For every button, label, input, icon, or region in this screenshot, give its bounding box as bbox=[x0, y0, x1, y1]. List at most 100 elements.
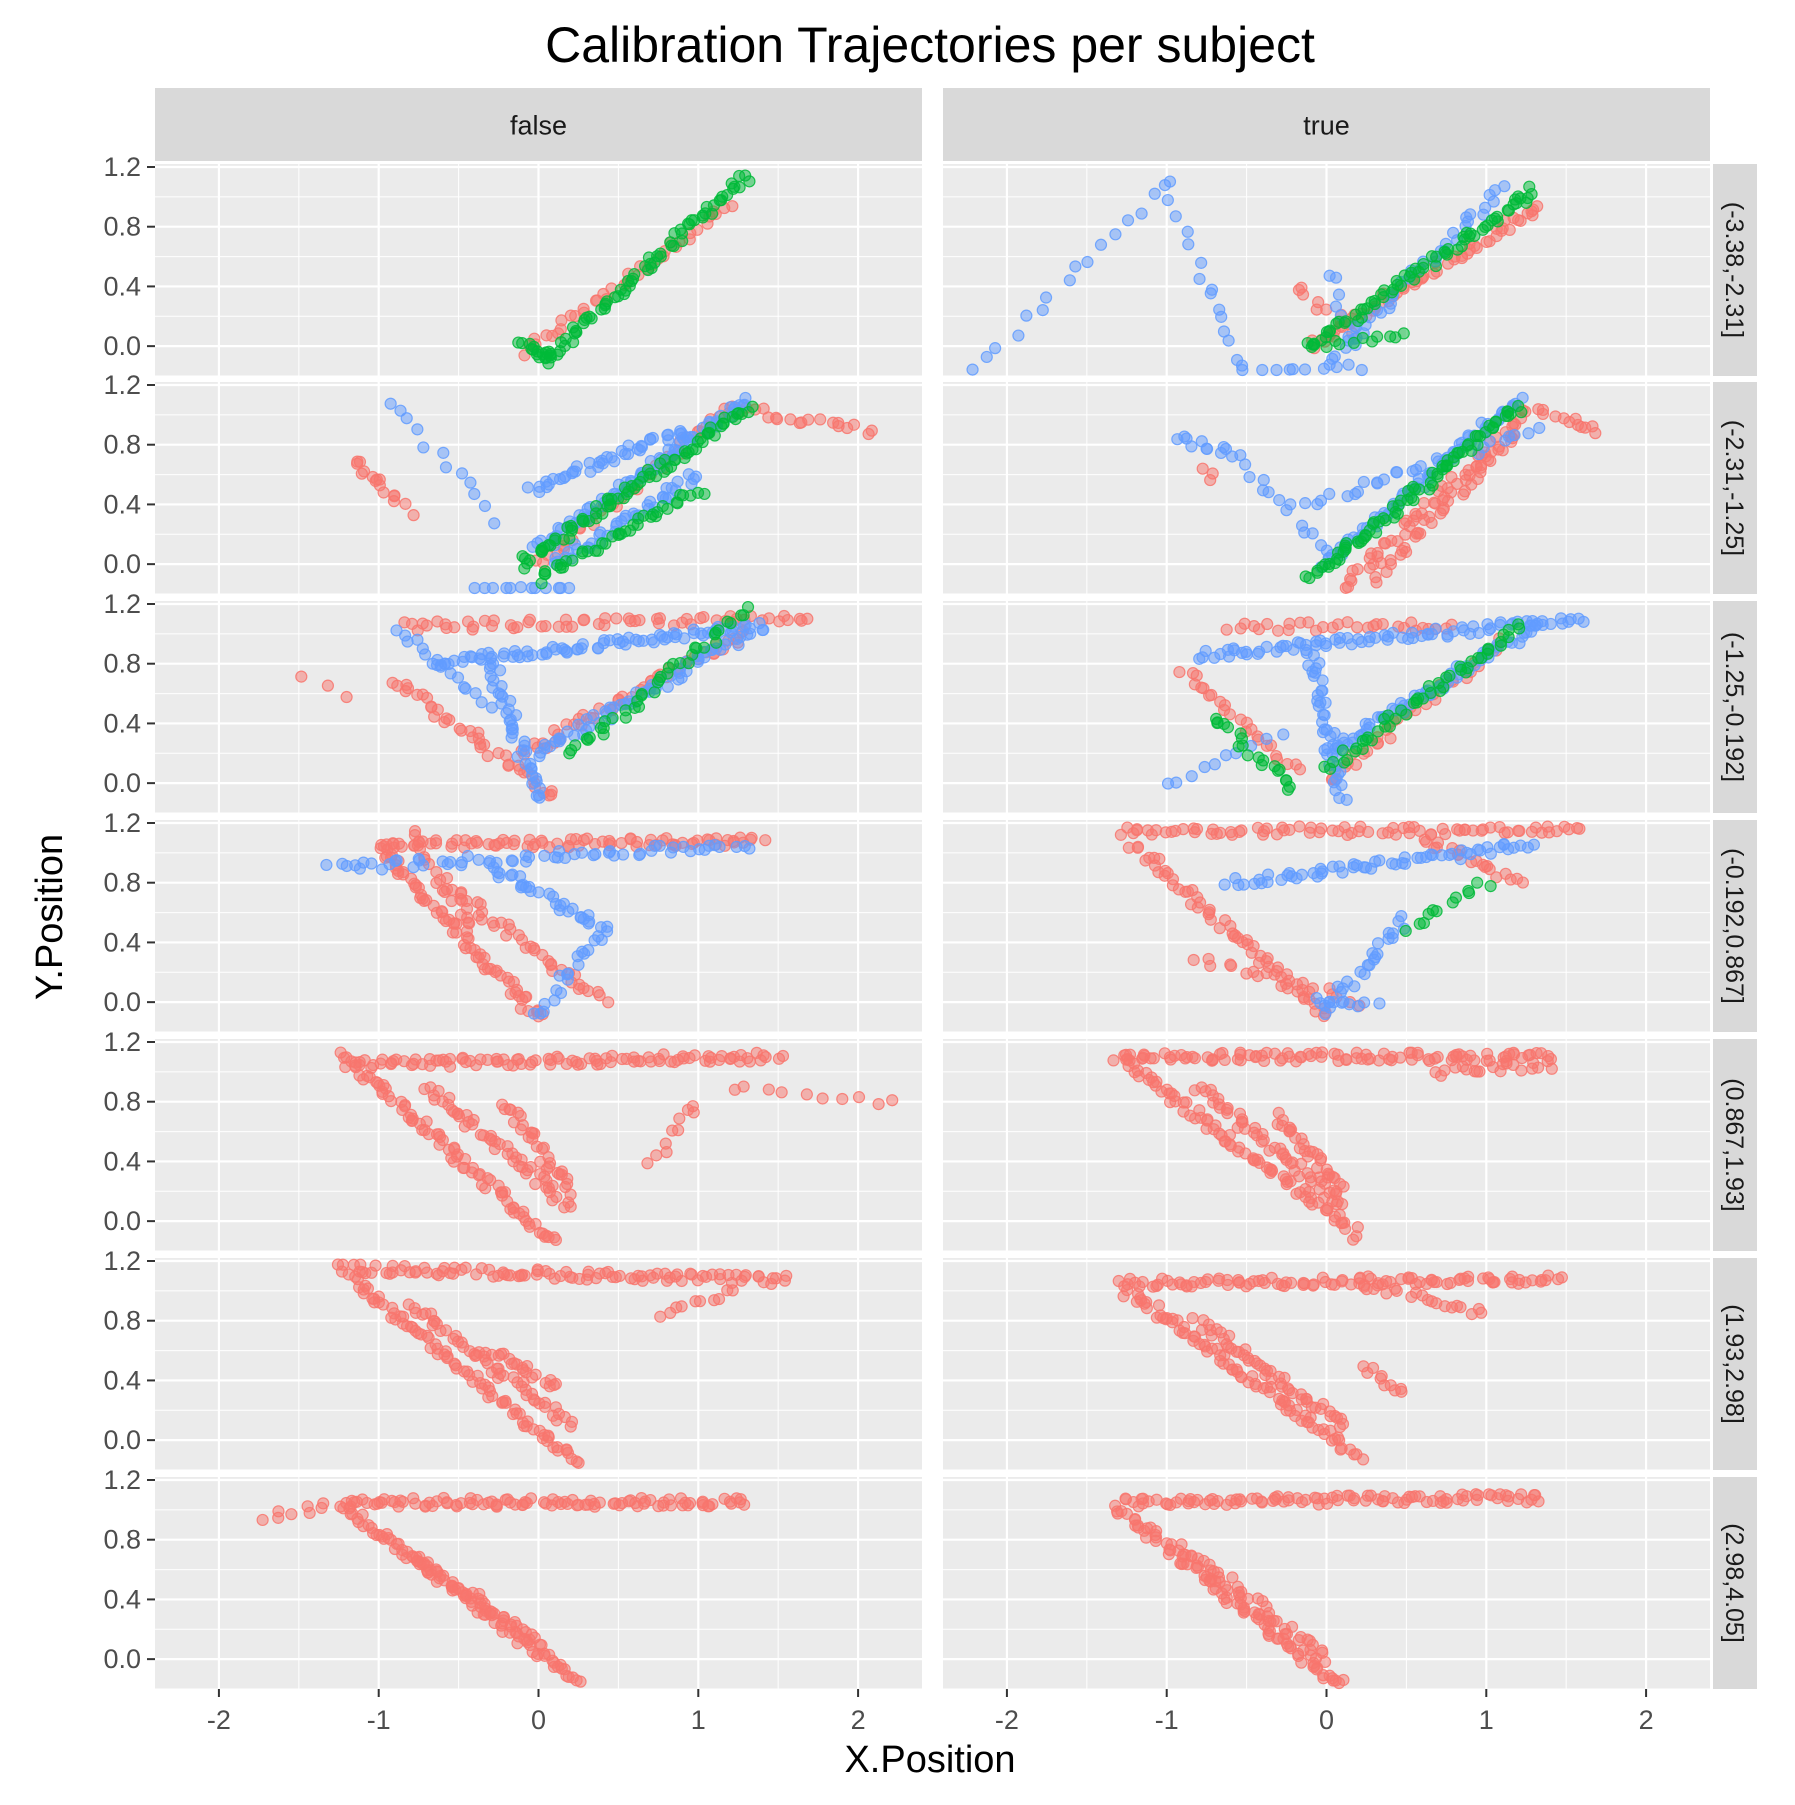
data-point bbox=[1570, 821, 1584, 835]
data-point bbox=[1200, 442, 1214, 456]
data-point bbox=[1377, 473, 1391, 486]
data-point bbox=[437, 446, 450, 459]
row-strip-background bbox=[1713, 601, 1757, 813]
data-point bbox=[1138, 1297, 1151, 1310]
panel-points bbox=[1112, 1269, 1568, 1466]
data-point bbox=[448, 621, 461, 634]
data-point bbox=[1310, 639, 1323, 652]
data-point bbox=[673, 1112, 686, 1125]
data-point bbox=[1182, 238, 1195, 251]
data-point bbox=[538, 1400, 551, 1413]
row-strip-label: (-2.31,-1.25] bbox=[1720, 420, 1748, 556]
y-tick-label: 0.4 bbox=[103, 1365, 141, 1395]
data-point bbox=[1339, 315, 1352, 328]
data-point bbox=[847, 418, 861, 431]
data-point bbox=[475, 913, 488, 926]
data-point bbox=[886, 1094, 899, 1107]
data-point bbox=[678, 632, 691, 645]
data-point bbox=[1039, 291, 1053, 304]
data-point bbox=[1358, 996, 1371, 1009]
y-tick-label: 0.0 bbox=[103, 331, 141, 361]
y-tick-label: 0.0 bbox=[103, 1206, 141, 1236]
data-point bbox=[816, 1092, 829, 1105]
data-point bbox=[382, 1532, 395, 1545]
data-point bbox=[420, 619, 433, 632]
data-point bbox=[1354, 965, 1367, 978]
data-point bbox=[775, 1086, 788, 1099]
data-point bbox=[1221, 1278, 1235, 1292]
data-point bbox=[814, 413, 827, 426]
data-point bbox=[1414, 527, 1427, 540]
data-point bbox=[698, 641, 711, 654]
data-point bbox=[721, 615, 734, 628]
data-point bbox=[1256, 363, 1269, 377]
data-point bbox=[487, 614, 500, 627]
data-point bbox=[518, 1269, 531, 1282]
data-point bbox=[375, 1496, 388, 1509]
data-point bbox=[1521, 841, 1535, 854]
data-point bbox=[1280, 1627, 1294, 1641]
data-point bbox=[492, 1349, 505, 1362]
data-point bbox=[1221, 1107, 1234, 1120]
data-point bbox=[1328, 350, 1341, 363]
data-point bbox=[1280, 504, 1293, 517]
data-point bbox=[1206, 1053, 1219, 1066]
data-point bbox=[411, 423, 424, 436]
data-point bbox=[400, 412, 413, 425]
data-point bbox=[622, 631, 635, 644]
data-point bbox=[634, 847, 647, 860]
column-strip: false bbox=[155, 88, 922, 161]
data-point bbox=[580, 732, 593, 745]
data-point bbox=[1400, 708, 1413, 721]
data-point bbox=[1397, 327, 1410, 340]
data-point bbox=[539, 567, 552, 581]
column-strip: true bbox=[943, 88, 1710, 161]
data-point bbox=[583, 310, 596, 323]
column-strip-label: true bbox=[1303, 111, 1350, 141]
y-tick-label: 0.4 bbox=[103, 1146, 141, 1176]
y-tick-label: 1.2 bbox=[103, 1246, 141, 1276]
data-point bbox=[428, 710, 441, 723]
data-point bbox=[725, 177, 738, 190]
data-point bbox=[1423, 510, 1436, 524]
data-point bbox=[1225, 959, 1238, 972]
data-point bbox=[1398, 541, 1411, 555]
data-point bbox=[348, 1059, 362, 1072]
data-point bbox=[1340, 793, 1353, 806]
data-point bbox=[576, 545, 589, 558]
y-tick-label: 1.2 bbox=[103, 1027, 141, 1057]
data-point bbox=[739, 391, 752, 405]
data-point bbox=[511, 750, 524, 763]
data-point bbox=[537, 1141, 550, 1154]
data-point bbox=[474, 1597, 487, 1610]
data-point bbox=[713, 840, 726, 854]
y-tick-label: 0.0 bbox=[103, 987, 141, 1017]
data-point bbox=[1251, 1153, 1264, 1166]
data-point bbox=[1132, 1070, 1145, 1083]
row-strip-background bbox=[1713, 1477, 1757, 1689]
data-point bbox=[770, 413, 784, 426]
data-point bbox=[490, 1499, 503, 1512]
data-point bbox=[628, 268, 641, 281]
data-point bbox=[520, 745, 533, 758]
data-point bbox=[1094, 238, 1108, 251]
data-point bbox=[488, 517, 501, 530]
data-point bbox=[1484, 880, 1497, 893]
x-tick-label: 0 bbox=[531, 1705, 546, 1735]
y-tick-label: 0.8 bbox=[103, 1306, 141, 1336]
data-point bbox=[566, 554, 579, 567]
y-tick-label: 0.0 bbox=[103, 1644, 141, 1674]
data-point bbox=[544, 1058, 557, 1071]
data-point bbox=[1240, 648, 1253, 661]
data-point bbox=[1385, 534, 1398, 547]
data-point bbox=[468, 581, 481, 595]
data-point bbox=[519, 1167, 533, 1180]
data-point bbox=[1319, 1203, 1333, 1217]
data-point bbox=[1135, 207, 1148, 220]
data-point bbox=[1290, 872, 1303, 885]
data-point bbox=[1304, 1643, 1317, 1656]
data-point bbox=[1333, 338, 1346, 351]
data-point bbox=[399, 497, 412, 510]
data-point bbox=[1489, 416, 1502, 429]
data-point bbox=[1149, 1534, 1162, 1548]
